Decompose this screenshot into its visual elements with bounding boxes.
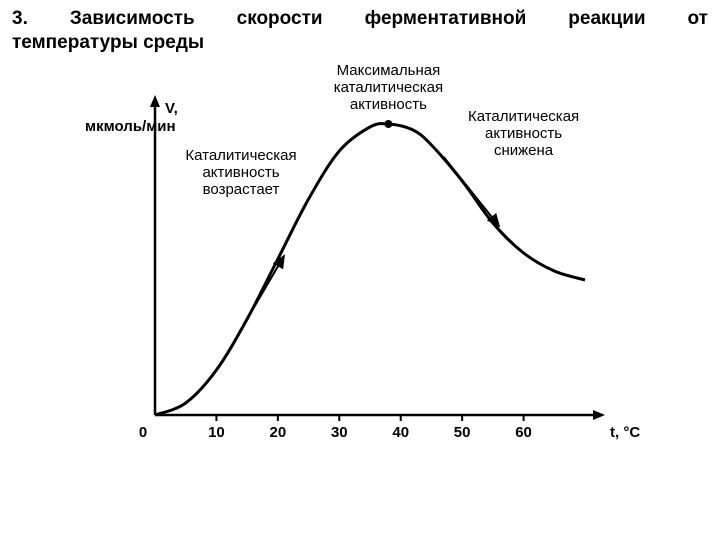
svg-text:Каталитическая: Каталитическая bbox=[468, 108, 579, 125]
svg-text:0: 0 bbox=[139, 424, 147, 441]
page-title-line2: температуры среды bbox=[12, 32, 204, 54]
svg-text:снижена: снижена bbox=[494, 142, 554, 159]
svg-text:каталитическая: каталитическая bbox=[334, 79, 443, 96]
svg-text:Каталитическая: Каталитическая bbox=[185, 147, 296, 164]
svg-text:активность: активность bbox=[350, 96, 427, 113]
page-title-line1: 3. Зависимость скорости ферментативной р… bbox=[12, 8, 708, 30]
svg-text:мкмоль/мин: мкмоль/мин bbox=[85, 118, 176, 135]
svg-text:активность: активность bbox=[485, 125, 562, 142]
svg-text:50: 50 bbox=[454, 424, 471, 441]
svg-text:20: 20 bbox=[270, 424, 287, 441]
svg-text:30: 30 bbox=[331, 424, 348, 441]
svg-text:возрастает: возрастает bbox=[203, 181, 280, 198]
svg-text:40: 40 bbox=[392, 424, 409, 441]
svg-text:10: 10 bbox=[208, 424, 225, 441]
svg-text:t, °C: t, °C bbox=[610, 424, 640, 441]
svg-text:Максимальная: Максимальная bbox=[337, 62, 441, 79]
svg-text:60: 60 bbox=[515, 424, 532, 441]
svg-text:V,: V, bbox=[165, 100, 178, 117]
svg-text:активность: активность bbox=[202, 164, 279, 181]
chart-svg: 1020304050600t, °CV,мкмоль/минМаксимальн… bbox=[60, 75, 660, 495]
chart: 1020304050600t, °CV,мкмоль/минМаксимальн… bbox=[60, 75, 660, 495]
